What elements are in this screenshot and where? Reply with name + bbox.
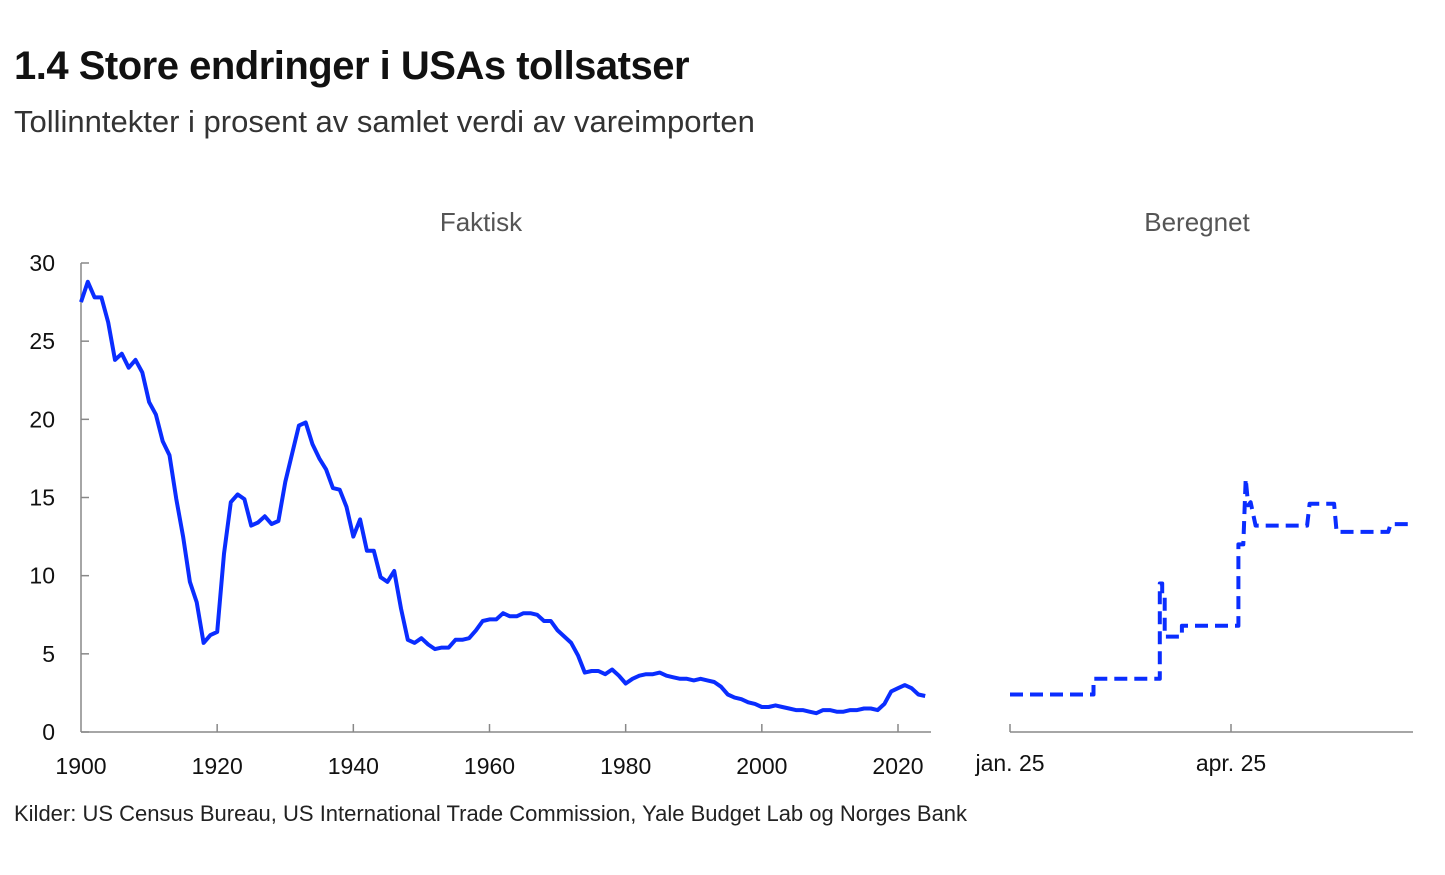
y-tick-label: 5 — [42, 641, 55, 667]
y-tick-label: 15 — [29, 485, 55, 511]
y-tick-label: 25 — [29, 328, 55, 354]
panel-title-faktisk: Faktisk — [440, 207, 523, 237]
series-line-beregnet — [1010, 476, 1413, 697]
x-tick-label: 1920 — [192, 753, 243, 779]
x-tick-label: jan. 25 — [974, 750, 1044, 776]
chart-title: 1.4 Store endringer i USAs tollsatser — [14, 44, 690, 88]
x-tick-label: 1960 — [464, 753, 515, 779]
x-tick-label: 2020 — [872, 753, 923, 779]
series-line-faktisk — [79, 279, 926, 716]
x-tick-label: 1940 — [328, 753, 379, 779]
y-tick-label: 30 — [29, 250, 55, 276]
source-note: Kilder: US Census Bureau, US Internation… — [14, 801, 968, 826]
y-tick-label: 20 — [29, 406, 55, 432]
x-tick-label: 1980 — [600, 753, 651, 779]
x-tick-label: 2000 — [736, 753, 787, 779]
y-tick-label: 0 — [42, 719, 55, 745]
y-tick-label: 10 — [29, 563, 55, 589]
x-tick-label: 1900 — [55, 753, 106, 779]
x-tick-label: apr. 25 — [1196, 750, 1266, 776]
panel-title-beregnet: Beregnet — [1144, 207, 1250, 237]
chart-subtitle: Tollinntekter i prosent av samlet verdi … — [14, 104, 755, 139]
